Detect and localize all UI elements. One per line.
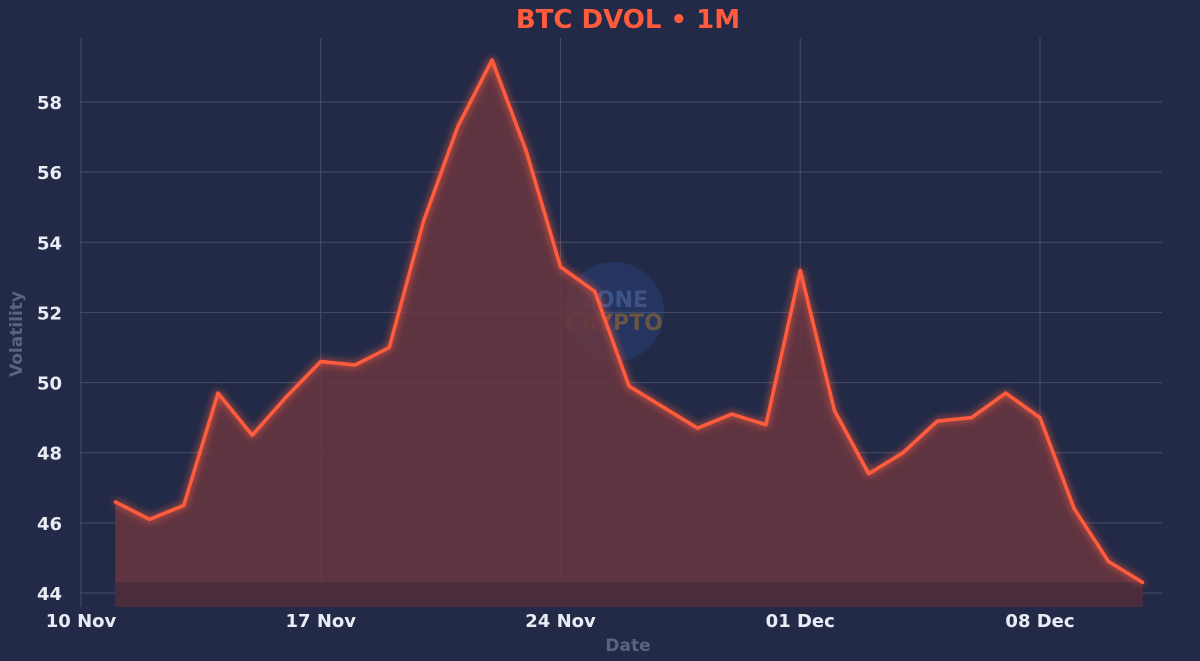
x-tick-label: 08 Dec bbox=[1005, 611, 1074, 632]
y-tick-label: 46 bbox=[37, 514, 62, 535]
data-point bbox=[695, 426, 700, 430]
data-point bbox=[284, 395, 289, 399]
data-point bbox=[387, 345, 391, 350]
data-point bbox=[901, 451, 905, 455]
data-point bbox=[421, 219, 426, 223]
data-point bbox=[764, 423, 768, 427]
data-point bbox=[353, 363, 357, 367]
data-point bbox=[867, 472, 871, 476]
data-point bbox=[832, 409, 837, 413]
data-point bbox=[935, 419, 939, 423]
data-point bbox=[730, 412, 734, 416]
data-point bbox=[113, 500, 117, 504]
data-points bbox=[113, 58, 1145, 585]
data-point bbox=[593, 289, 597, 293]
data-point bbox=[524, 149, 528, 153]
y-tick-label: 52 bbox=[37, 303, 62, 324]
y-tick-label: 44 bbox=[37, 584, 62, 605]
area-base-band bbox=[115, 582, 1143, 607]
y-axis-label: Volatility bbox=[7, 291, 27, 377]
x-tick-label: 10 Nov bbox=[46, 611, 117, 632]
data-point bbox=[1038, 416, 1042, 420]
chart-title: BTC DVOL • 1M bbox=[516, 5, 740, 35]
data-point bbox=[456, 124, 460, 129]
y-tick-label: 48 bbox=[37, 444, 62, 465]
data-point bbox=[1106, 559, 1111, 564]
y-tick-label: 56 bbox=[37, 163, 62, 184]
area-fill bbox=[115, 59, 1143, 607]
data-point bbox=[798, 268, 802, 272]
data-point bbox=[969, 416, 974, 420]
x-tick-label: 24 Nov bbox=[525, 611, 596, 632]
data-point bbox=[627, 384, 631, 388]
data-point bbox=[1072, 507, 1076, 511]
data-point bbox=[147, 517, 152, 521]
y-tick-label: 50 bbox=[37, 374, 62, 395]
y-tick-label: 58 bbox=[37, 93, 62, 114]
x-axis-label: Date bbox=[605, 636, 650, 656]
data-point bbox=[1004, 391, 1008, 395]
y-tick-label: 54 bbox=[37, 233, 62, 254]
y-axis-ticks: 44 46 48 50 52 54 56 58 bbox=[37, 93, 62, 605]
data-point bbox=[250, 433, 254, 437]
data-point bbox=[490, 58, 494, 62]
data-point bbox=[182, 503, 186, 507]
data-point bbox=[661, 405, 665, 409]
x-tick-label: 01 Dec bbox=[766, 611, 835, 632]
data-point bbox=[319, 359, 323, 364]
x-axis-ticks: 10 Nov 17 Nov 24 Nov 01 Dec 08 Dec bbox=[46, 611, 1075, 632]
data-point bbox=[1141, 580, 1145, 585]
x-tick-label: 17 Nov bbox=[286, 611, 357, 632]
data-point bbox=[558, 265, 563, 269]
data-point bbox=[216, 391, 220, 395]
